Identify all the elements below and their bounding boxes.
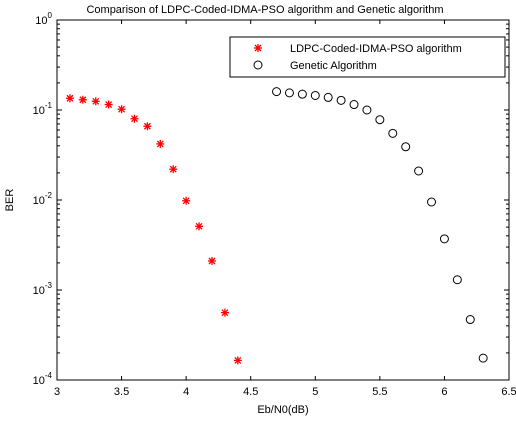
data-point-star xyxy=(65,94,74,103)
data-point-circle xyxy=(478,353,488,363)
x-axis-label: Eb/N0(dB) xyxy=(257,404,308,416)
data-point-circle xyxy=(310,90,320,100)
legend-marker-circle xyxy=(253,60,263,70)
x-tick-label: 4 xyxy=(183,386,189,398)
data-point-star xyxy=(143,122,152,131)
data-point-star xyxy=(78,95,87,104)
series-1 xyxy=(65,94,242,365)
legend-marker-star xyxy=(254,44,262,52)
data-point-circle xyxy=(388,128,398,138)
y-tick-label: 10-2 xyxy=(33,191,53,207)
data-point-star xyxy=(117,105,126,114)
series-2 xyxy=(272,87,488,363)
data-point-star xyxy=(91,97,100,106)
data-point-star xyxy=(169,165,178,174)
y-tick-label: 100 xyxy=(35,11,52,27)
plot-area xyxy=(56,19,510,381)
data-point-star xyxy=(207,257,216,266)
data-point-circle xyxy=(284,88,294,98)
data-point-star xyxy=(220,308,229,317)
chart-title: Comparison of LDPC-Coded-IDMA-PSO algori… xyxy=(86,4,443,16)
data-point-circle xyxy=(375,115,385,125)
legend-label: Genetic Algorithm xyxy=(290,60,377,72)
data-point-circle xyxy=(336,95,346,105)
y-tick-label: 10-1 xyxy=(33,101,53,117)
x-tick-label: 4.5 xyxy=(243,386,258,398)
data-point-star xyxy=(182,196,191,205)
x-axis-ticks: 3 3.5 4 4.5 5 5.5 6 6.5 xyxy=(54,20,516,398)
data-point-circle xyxy=(439,234,449,244)
x-tick-label: 6 xyxy=(441,386,447,398)
x-tick-label: 5.5 xyxy=(372,386,387,398)
x-tick-label: 5 xyxy=(312,386,318,398)
y-axis-ticks: 10-4 10-3 10-2 10-1 100 xyxy=(33,11,509,387)
data-point-circle xyxy=(414,166,424,176)
data-point-star xyxy=(130,114,139,123)
data-point-circle xyxy=(427,197,437,207)
data-point-circle xyxy=(452,275,462,285)
data-marks xyxy=(65,87,488,365)
data-point-circle xyxy=(465,315,475,325)
data-point-circle xyxy=(401,142,411,152)
legend-label: LDPC-Coded-IDMA-PSO algorithm xyxy=(290,43,462,55)
y-tick-label: 10-4 xyxy=(33,371,53,387)
x-tick-label: 3.5 xyxy=(114,386,129,398)
legend: LDPC-Coded-IDMA-PSO algorithm Genetic Alg… xyxy=(229,36,506,78)
data-point-circle xyxy=(349,100,359,110)
x-tick-label: 6.5 xyxy=(501,386,516,398)
y-tick-label: 10-3 xyxy=(33,281,53,297)
data-point-circle xyxy=(362,105,372,115)
data-point-circle xyxy=(272,87,282,97)
data-point-circle xyxy=(323,92,333,102)
x-tick-label: 3 xyxy=(54,386,60,398)
data-point-star xyxy=(104,100,113,109)
data-point-star xyxy=(156,139,165,148)
y-axis-label: BER xyxy=(4,189,16,212)
legend-box xyxy=(229,36,506,78)
data-point-star xyxy=(233,356,242,365)
data-point-star xyxy=(195,222,204,231)
data-point-circle xyxy=(297,89,307,99)
